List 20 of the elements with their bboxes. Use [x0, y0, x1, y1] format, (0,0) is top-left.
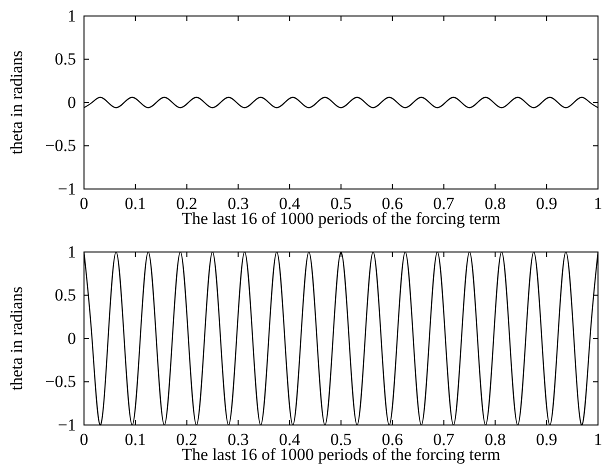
x-tick-label: 0.9	[536, 430, 558, 450]
y-tick-label: 0.5	[54, 286, 76, 305]
x-tick-label: 1	[594, 430, 602, 450]
y-axis-title: theta in radians	[7, 50, 26, 154]
x-tick-label: 1	[594, 194, 602, 214]
y-tick-label: 0.5	[54, 50, 76, 69]
x-tick-label: 0	[80, 430, 88, 450]
y-tick-label: 1	[68, 242, 76, 262]
y-tick-label: 1	[68, 6, 76, 26]
y-axis-title: theta in radians	[7, 286, 26, 390]
x-tick-label: 0.1	[124, 430, 146, 450]
y-tick-label: 0	[68, 92, 76, 112]
y-tick-label: −0.5	[45, 372, 76, 392]
y-tick-label: −1	[58, 179, 76, 198]
y-tick-label: −0.5	[45, 136, 76, 156]
x-tick-label: 0.1	[124, 194, 146, 214]
x-tick-label: 0	[80, 194, 88, 214]
y-tick-label: 0	[68, 328, 76, 348]
y-tick-label: −1	[58, 415, 76, 434]
x-tick-label: 0.9	[536, 194, 558, 214]
